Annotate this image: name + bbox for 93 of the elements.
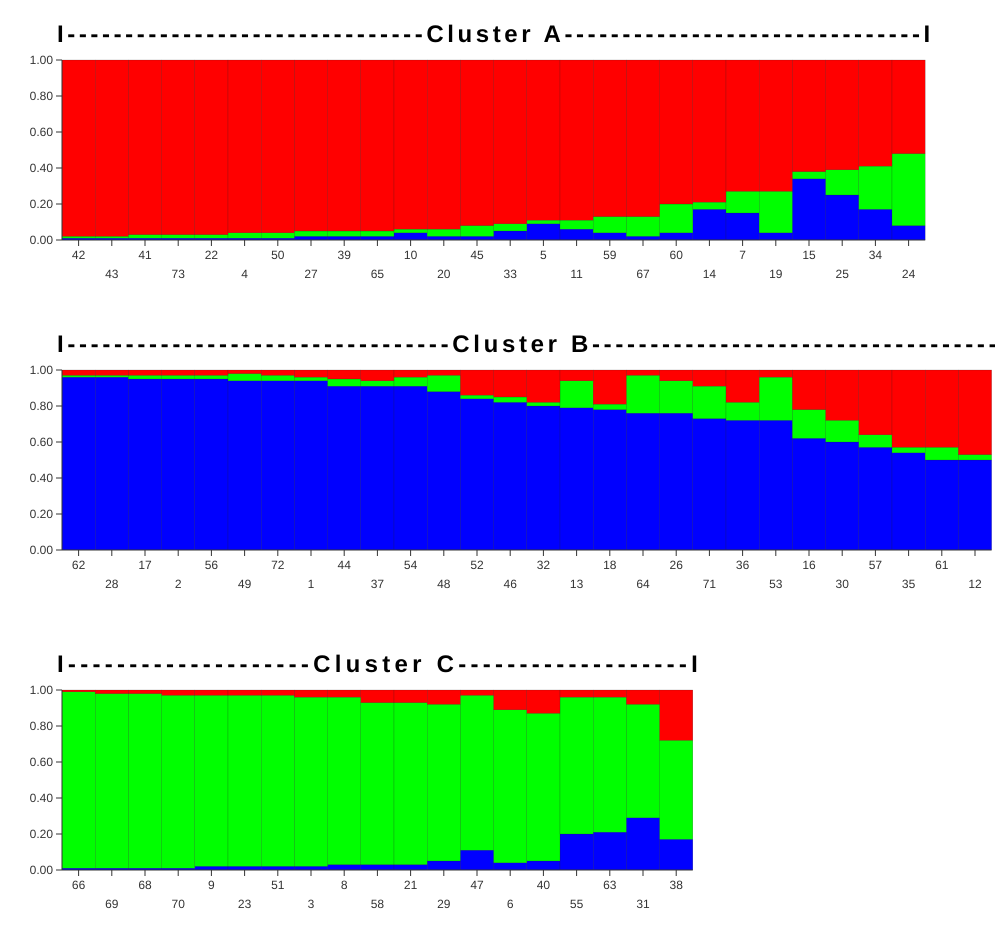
x-tick-label: 60 [670, 248, 684, 262]
x-tick-label: 24 [902, 267, 916, 281]
x-tick-label: 36 [736, 558, 750, 572]
x-tick-label: 5 [540, 248, 548, 262]
x-tick-label: 1 [308, 577, 315, 591]
x-tick-label: 18 [603, 558, 617, 572]
y-tick-label: 0.40 [30, 161, 54, 176]
y-tick-label: 0.60 [30, 125, 54, 140]
x-tick-label: 8 [340, 878, 348, 892]
y-tick-label: 0.20 [30, 827, 54, 842]
x-tick-label: 62 [72, 558, 86, 572]
x-tick-label: 58 [370, 897, 384, 911]
x-tick-label: 4 [241, 267, 248, 281]
x-tick-label: 45 [470, 248, 484, 262]
x-tick-label: 48 [437, 577, 451, 591]
x-tick-label: 56 [204, 558, 218, 572]
y-tick-label: 0.40 [30, 791, 54, 806]
x-tick-label: 54 [404, 558, 418, 572]
y-tick-label: 1.00 [30, 683, 54, 698]
y-tick-label: 0.80 [30, 89, 54, 104]
x-tick-label: 21 [404, 878, 418, 892]
x-tick-label: 53 [769, 577, 783, 591]
x-tick-label: 15 [802, 248, 816, 262]
x-tick-label: 66 [72, 878, 86, 892]
x-tick-label: 72 [271, 558, 285, 572]
x-tick-label: 28 [105, 577, 119, 591]
x-tick-label: 64 [636, 577, 650, 591]
x-tick-label: 43 [105, 267, 119, 281]
x-tick-label: 65 [370, 267, 384, 281]
x-tick-label: 23 [238, 897, 252, 911]
x-tick-label: 51 [271, 878, 285, 892]
x-tick-label: 7 [739, 248, 746, 262]
y-tick-label: 0.40 [30, 471, 54, 486]
y-tick-label: 0.60 [30, 755, 54, 770]
x-tick-label: 33 [504, 267, 518, 281]
x-tick-label: 39 [338, 248, 352, 262]
x-tick-label: 3 [308, 897, 315, 911]
x-tick-label: 40 [536, 878, 550, 892]
y-tick-label: 0.80 [30, 719, 54, 734]
x-tick-label: 52 [470, 558, 484, 572]
x-tick-label: 27 [304, 267, 318, 281]
y-tick-label: 1.00 [30, 53, 54, 68]
x-tick-label: 25 [836, 267, 850, 281]
x-tick-label: 9 [208, 878, 216, 892]
x-tick-label: 17 [138, 558, 152, 572]
x-tick-label: 50 [271, 248, 285, 262]
x-tick-label: 26 [670, 558, 684, 572]
y-tick-label: 0.20 [30, 507, 54, 522]
y-tick-label: 0.00 [30, 543, 54, 558]
x-tick-label: 61 [935, 558, 949, 572]
x-tick-label: 2 [174, 577, 182, 591]
y-tick-label: 0.60 [30, 435, 54, 450]
x-tick-label: 31 [636, 897, 650, 911]
x-tick-label: 38 [670, 878, 684, 892]
x-tick-label: 63 [603, 878, 617, 892]
x-tick-label: 68 [138, 878, 152, 892]
x-tick-label: 12 [968, 577, 982, 591]
x-tick-label: 67 [636, 267, 650, 281]
x-tick-label: 71 [702, 577, 716, 591]
x-tick-label: 10 [404, 248, 418, 262]
x-tick-label: 47 [470, 878, 484, 892]
y-tick-label: 0.80 [30, 399, 54, 414]
x-tick-label: 42 [72, 248, 86, 262]
y-tick-label: 0.00 [30, 863, 54, 878]
x-tick-label: 41 [138, 248, 152, 262]
x-tick-label: 34 [868, 248, 882, 262]
x-tick-label: 22 [204, 248, 218, 262]
y-tick-label: 0.20 [30, 197, 54, 212]
x-tick-label: 16 [802, 558, 816, 572]
x-tick-label: 13 [570, 577, 584, 591]
chart-title: I-------------------------------Cluster A-------------------------------I [57, 21, 930, 48]
x-tick-label: 11 [570, 267, 584, 281]
x-tick-label: 6 [506, 897, 514, 911]
x-tick-label: 46 [504, 577, 518, 591]
x-tick-label: 49 [238, 577, 252, 591]
x-tick-label: 14 [702, 267, 716, 281]
x-tick-label: 35 [902, 577, 916, 591]
x-tick-label: 69 [105, 897, 119, 911]
x-tick-label: 19 [769, 267, 783, 281]
chart-title: I--------------------Cluster C-------------------I [57, 651, 698, 678]
x-tick-label: 32 [536, 558, 550, 572]
x-tick-label: 37 [370, 577, 384, 591]
x-tick-label: 30 [836, 577, 850, 591]
x-tick-label: 55 [570, 897, 584, 911]
y-tick-label: 1.00 [30, 363, 54, 378]
x-tick-label: 20 [437, 267, 451, 281]
x-tick-label: 70 [172, 897, 186, 911]
x-tick-label: 44 [338, 558, 352, 572]
x-tick-label: 59 [603, 248, 617, 262]
x-tick-label: 29 [437, 897, 451, 911]
y-tick-label: 0.00 [30, 233, 54, 248]
x-tick-label: 73 [172, 267, 186, 281]
x-tick-label: 57 [868, 558, 882, 572]
